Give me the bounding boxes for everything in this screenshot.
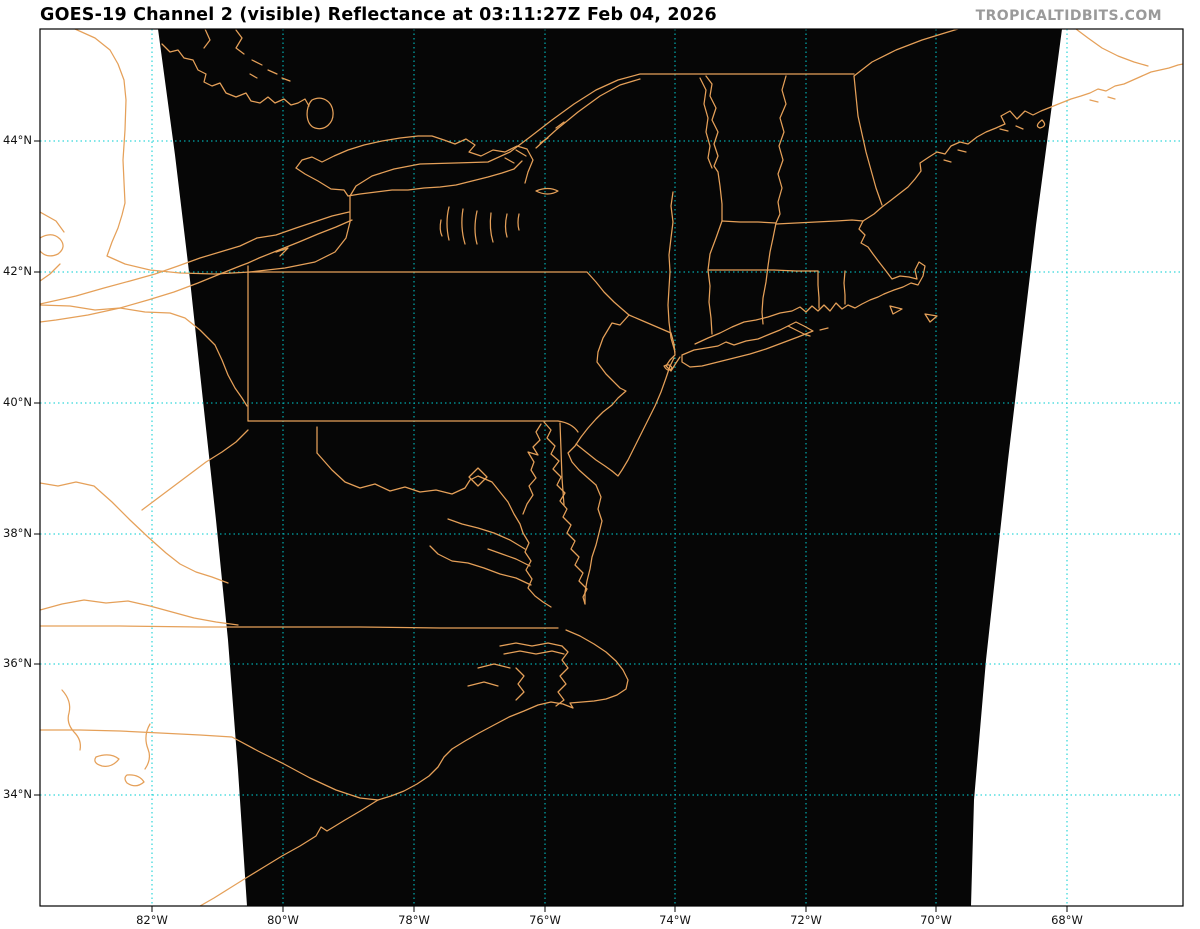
border-me-qc xyxy=(853,29,959,77)
lon-tick-label: 68°W xyxy=(1051,913,1083,927)
lon-tick-label: 82°W xyxy=(136,913,168,927)
sc-coast xyxy=(199,799,379,906)
lake-marion xyxy=(94,754,120,767)
hudson-river xyxy=(667,191,676,353)
lake-ontario-north-shore xyxy=(295,135,534,184)
lake-erie-north-shore xyxy=(40,211,350,305)
rappahannock-river xyxy=(447,518,526,550)
lake-ontario-south-shore xyxy=(295,160,523,197)
ct-ri-coast xyxy=(694,293,885,345)
lat-tick-label: 44°N xyxy=(3,133,32,147)
delmarva-atlantic-coast xyxy=(584,484,603,605)
lake-erie-south-shore xyxy=(40,219,353,323)
nantucket xyxy=(924,313,938,323)
border-ny-nj xyxy=(628,314,672,334)
watermark-tropicaltidbits: TROPICALTIDBITS.COM xyxy=(975,8,1162,24)
york-river xyxy=(487,548,531,567)
lon-tick-label: 74°W xyxy=(659,913,691,927)
lon-tick-label: 76°W xyxy=(529,913,561,927)
border-me-nh xyxy=(853,75,883,206)
lat-tick-label: 42°N xyxy=(3,264,32,278)
axis-ticks xyxy=(34,140,1068,912)
nj-atlantic-coast xyxy=(611,357,675,477)
border-ny-pa xyxy=(247,271,630,316)
cape-cod-coast xyxy=(858,220,926,295)
chesapeake-east-shore xyxy=(543,421,588,605)
lon-tick-label: 78°W xyxy=(398,913,430,927)
border-nh-ma xyxy=(775,219,864,225)
border-ny-vt-ma-ct xyxy=(705,75,723,335)
lake-moultrie xyxy=(124,774,145,787)
border-wv-va xyxy=(40,481,229,584)
lat-tick-label: 38°N xyxy=(3,526,32,540)
lake-simcoe xyxy=(306,97,334,130)
map-outlines xyxy=(40,29,1183,906)
connecticut-river xyxy=(761,75,787,325)
dc-boundary xyxy=(468,467,488,487)
lon-tick-label: 70°W xyxy=(920,913,952,927)
potomac-river xyxy=(316,452,524,534)
finger-lakes xyxy=(439,206,520,245)
delaware-bay-nj-shore xyxy=(575,443,613,472)
border-nc-sc xyxy=(40,729,379,801)
lon-tick-label: 80°W xyxy=(267,913,299,927)
outer-banks-coast xyxy=(377,629,629,801)
border-va-nc xyxy=(40,625,559,629)
coastline-georgian-bay xyxy=(161,43,310,107)
lat-tick-label: 36°N xyxy=(3,656,32,670)
latlon-gridlines xyxy=(40,29,1183,906)
border-us-canada xyxy=(74,29,855,275)
marthas-vineyard xyxy=(889,305,903,315)
ohio-river xyxy=(40,304,248,407)
border-ma-ct-ri xyxy=(707,269,819,272)
oneida-lake xyxy=(535,187,559,195)
satellite-swath-night-region xyxy=(158,29,1062,906)
delaware-river xyxy=(567,314,630,486)
lon-tick-label: 72°W xyxy=(790,913,822,927)
page-title: GOES-19 Channel 2 (visible) Reflectance … xyxy=(40,5,717,25)
lat-tick-label: 34°N xyxy=(3,787,32,801)
lat-tick-label: 40°N xyxy=(3,395,32,409)
map-frame xyxy=(39,28,1184,907)
chesapeake-west-shore xyxy=(522,423,542,515)
james-river xyxy=(429,545,532,586)
maine-coast xyxy=(862,63,1183,222)
long-island xyxy=(681,321,814,368)
border-vt-ma xyxy=(721,220,777,224)
